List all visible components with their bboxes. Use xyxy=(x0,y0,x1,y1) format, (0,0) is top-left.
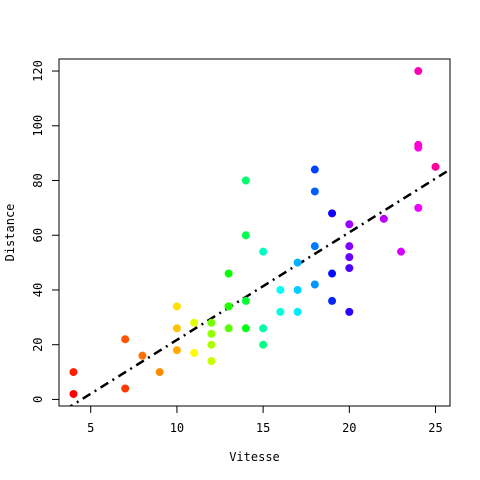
data-point xyxy=(69,368,78,377)
data-point xyxy=(138,351,147,360)
data-point xyxy=(259,340,268,349)
x-axis: 5 10 15 20 25 xyxy=(87,405,443,435)
x-axis-label: Vitesse xyxy=(229,450,280,464)
data-point xyxy=(345,264,354,273)
data-point xyxy=(241,324,250,333)
y-axis: 0 20 40 60 80 100 120 xyxy=(31,60,60,403)
x-tick-label: 25 xyxy=(428,421,442,435)
data-point xyxy=(431,162,440,171)
data-point xyxy=(241,176,250,185)
data-point xyxy=(310,242,319,251)
data-point xyxy=(328,269,337,278)
x-tick-label: 10 xyxy=(170,421,184,435)
data-point xyxy=(293,307,302,316)
data-point xyxy=(310,280,319,289)
y-tick-label: 0 xyxy=(31,396,45,403)
data-point xyxy=(293,258,302,267)
data-point xyxy=(190,348,199,357)
data-point xyxy=(414,140,423,149)
data-point xyxy=(207,318,216,327)
y-tick-label: 80 xyxy=(31,173,45,187)
data-point xyxy=(345,253,354,262)
data-point xyxy=(293,285,302,294)
y-tick-label: 120 xyxy=(31,60,45,82)
x-tick-label: 20 xyxy=(342,421,356,435)
data-point xyxy=(172,346,181,355)
data-point xyxy=(397,247,406,256)
data-point xyxy=(207,357,216,366)
data-point xyxy=(207,329,216,338)
regression-layer xyxy=(68,168,450,406)
data-point xyxy=(345,220,354,229)
data-point xyxy=(207,340,216,349)
data-point xyxy=(328,209,337,218)
data-point xyxy=(224,302,233,311)
data-point xyxy=(121,384,130,393)
data-point xyxy=(241,296,250,305)
data-point xyxy=(310,187,319,196)
regression-line xyxy=(68,168,450,406)
data-point xyxy=(414,67,423,76)
data-point xyxy=(259,247,268,256)
x-tick-label: 15 xyxy=(256,421,270,435)
y-tick-label: 20 xyxy=(31,337,45,351)
data-point xyxy=(121,335,130,344)
data-point xyxy=(241,231,250,240)
data-point xyxy=(172,324,181,333)
data-point xyxy=(328,296,337,305)
x-tick-label: 5 xyxy=(87,421,94,435)
y-axis-label: Distance xyxy=(3,204,17,262)
data-point xyxy=(190,318,199,327)
data-point xyxy=(172,302,181,311)
data-point xyxy=(155,368,164,377)
plot-frame xyxy=(58,58,451,407)
data-point xyxy=(259,324,268,333)
data-point xyxy=(310,165,319,174)
y-tick-label: 60 xyxy=(31,228,45,242)
data-point xyxy=(276,307,285,316)
data-point xyxy=(345,307,354,316)
y-tick-label: 40 xyxy=(31,283,45,297)
data-point xyxy=(414,203,423,212)
data-point xyxy=(345,242,354,251)
data-point xyxy=(224,269,233,278)
points-layer xyxy=(69,67,440,398)
data-point xyxy=(224,324,233,333)
data-point xyxy=(276,285,285,294)
y-tick-label: 100 xyxy=(31,115,45,137)
data-point xyxy=(69,389,78,398)
data-point xyxy=(379,214,388,223)
